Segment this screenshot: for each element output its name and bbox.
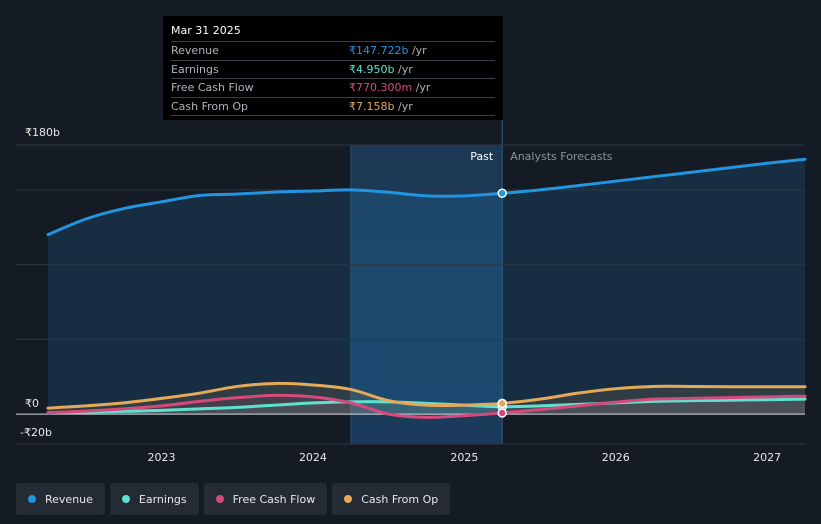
tooltip-value: ₹7.158b xyxy=(349,99,395,113)
tooltip-unit: /yr xyxy=(411,44,427,57)
revenue-marker xyxy=(497,188,507,199)
legend-item-cash-from-op[interactable]: Cash From Op xyxy=(332,483,451,515)
cash-from-op-line xyxy=(46,381,807,410)
revenue-dot-icon xyxy=(28,495,36,503)
tooltip-unit: /yr xyxy=(397,99,413,113)
legend-item-earnings[interactable]: Earnings xyxy=(109,483,199,515)
tooltip-label: Free Cash Flow xyxy=(171,81,254,94)
y-tick-label: -₹20b xyxy=(20,426,52,439)
tooltip-unit: /yr xyxy=(415,81,431,94)
x-tick-label: 2027 xyxy=(753,451,781,464)
free-cash-flow-area xyxy=(48,395,805,418)
x-tick-label: 2025 xyxy=(450,451,478,464)
tooltip-row-free-cash-flow: Free Cash Flow ₹770.300m /yr xyxy=(171,78,495,97)
free-cash-flow-line xyxy=(46,393,807,419)
earnings-line xyxy=(46,397,807,415)
y-tick-label: ₹180b xyxy=(25,126,60,139)
legend-item-free-cash-flow[interactable]: Free Cash Flow xyxy=(203,483,328,515)
tooltip-value: ₹147.722b xyxy=(349,44,409,57)
legend-label: Revenue xyxy=(45,492,93,506)
tooltip-row-earnings: Earnings ₹4.950b /yr xyxy=(171,59,495,79)
x-tick-label: 2023 xyxy=(148,451,176,464)
tooltip-date: Mar 31 2025 xyxy=(171,24,241,37)
legend-item-revenue[interactable]: Revenue xyxy=(16,483,105,515)
free-cash-flow-marker xyxy=(497,408,507,418)
x-tick-label: 2024 xyxy=(299,451,327,464)
tooltip-unit: /yr xyxy=(397,62,413,76)
legend-label: Cash From Op xyxy=(361,492,439,506)
cash-from-op-marker xyxy=(497,398,507,409)
tooltip-row-cash-from-op: Cash From Op ₹7.158b /yr xyxy=(171,96,495,116)
legend-label: Free Cash Flow xyxy=(232,492,316,506)
free-cash-flow-dot-icon xyxy=(215,495,224,503)
tooltip-label: Revenue xyxy=(171,44,219,57)
tooltip-value: ₹4.950b xyxy=(349,62,395,76)
tooltip-label: Cash From Op xyxy=(171,99,249,113)
x-tick-label: 2026 xyxy=(602,451,630,464)
tooltip-value: ₹770.300m xyxy=(349,81,413,94)
tooltip-label: Earnings xyxy=(171,62,219,76)
revenue-line xyxy=(46,157,807,237)
cash-from-op-dot-icon xyxy=(344,495,353,503)
legend-label: Earnings xyxy=(138,492,187,506)
legend: Revenue Earnings Free Cash Flow Cash Fro… xyxy=(16,483,451,515)
tooltip: Mar 31 2025 Revenue ₹147.722b /yr Earnin… xyxy=(163,16,503,120)
forecast-label: Analysts Forecasts xyxy=(510,150,613,163)
tooltip-row-revenue: Revenue ₹147.722b /yr xyxy=(171,41,495,60)
past-label: Past xyxy=(470,150,494,163)
revenue-area xyxy=(48,159,805,415)
y-tick-label: ₹0 xyxy=(25,397,39,410)
earnings-dot-icon xyxy=(121,495,130,503)
